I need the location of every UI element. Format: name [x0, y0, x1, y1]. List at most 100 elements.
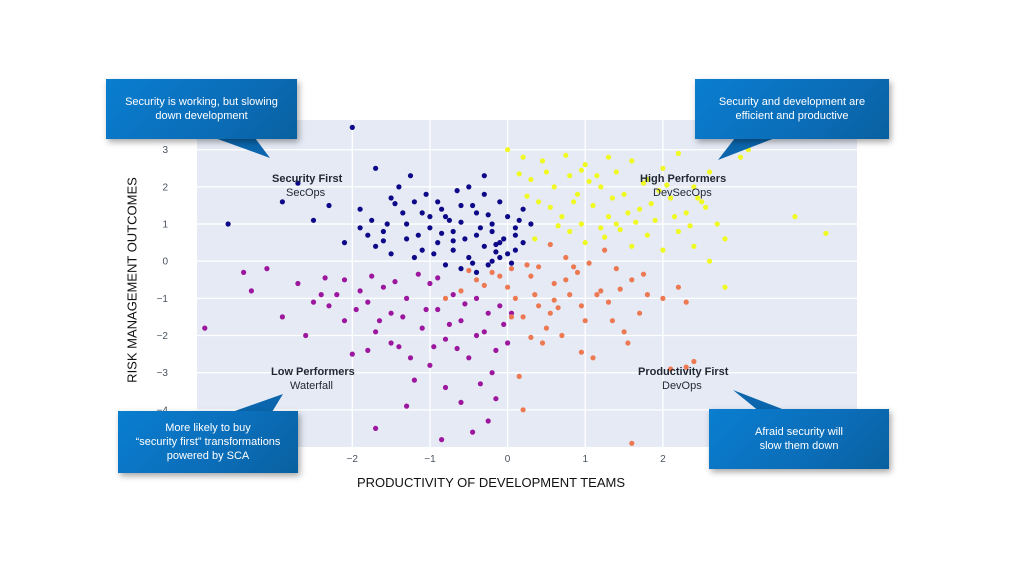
data-point — [571, 199, 577, 205]
data-point — [625, 340, 631, 346]
callout-top-right: Security and development are efficient a… — [695, 79, 889, 139]
data-point — [466, 267, 472, 274]
data-point — [489, 221, 495, 227]
data-point — [567, 228, 573, 235]
data-point — [644, 232, 651, 238]
data-point — [505, 251, 511, 257]
data-point — [683, 364, 689, 370]
data-point — [644, 292, 651, 298]
data-point — [380, 228, 386, 235]
data-point — [559, 214, 565, 220]
data-point — [594, 292, 600, 298]
data-point — [407, 355, 414, 361]
y-tick-label: 1 — [162, 220, 168, 231]
data-point — [660, 247, 666, 253]
callout-bottom-left-line-2: “security first” transformations — [135, 436, 281, 448]
data-point — [373, 425, 379, 431]
quadrant-subtitle-waterfall: Waterfall — [290, 380, 333, 392]
data-point — [547, 204, 553, 210]
data-point — [532, 236, 538, 242]
data-point — [536, 199, 542, 205]
data-point — [473, 210, 480, 216]
data-point — [528, 273, 534, 279]
data-point — [481, 173, 487, 179]
data-point — [823, 230, 829, 236]
data-point — [427, 214, 433, 220]
data-point — [644, 176, 651, 183]
data-point — [446, 217, 452, 223]
grid — [197, 120, 857, 447]
data-point — [671, 214, 678, 220]
data-point — [613, 266, 619, 272]
data-point — [326, 202, 332, 209]
data-point — [400, 210, 406, 216]
data-point — [341, 318, 348, 324]
data-point — [520, 407, 526, 413]
data-point — [508, 260, 515, 266]
data-point — [365, 232, 371, 238]
x-tick-label: 2 — [660, 454, 666, 465]
data-point — [454, 188, 460, 194]
data-point — [341, 277, 348, 283]
data-point — [633, 219, 639, 225]
data-point — [466, 355, 472, 361]
data-point — [439, 206, 445, 212]
quadrant-title-security-first: Security First — [272, 173, 343, 185]
data-point — [369, 273, 375, 279]
data-point — [617, 227, 623, 233]
data-point — [442, 262, 449, 268]
data-point — [745, 147, 751, 153]
data-point — [691, 243, 697, 249]
data-point — [458, 266, 464, 272]
quadrant-title-productivity-first: Productivity First — [638, 366, 729, 378]
data-point — [516, 217, 522, 223]
data-point — [419, 210, 425, 216]
data-point — [458, 288, 464, 294]
data-point — [466, 254, 472, 261]
data-point — [419, 325, 425, 331]
axis-ticks: −2 −1 0 1 2 3 2 1 0 −1 −2 −3 −4 — [157, 145, 667, 465]
data-point — [505, 214, 511, 220]
data-point — [664, 182, 670, 188]
data-point — [396, 184, 402, 190]
data-point — [365, 299, 371, 305]
data-point — [528, 176, 534, 183]
data-point — [505, 284, 511, 290]
data-point — [473, 277, 480, 283]
data-point — [699, 199, 705, 205]
callout-top-left-line-1: Security is working, but slowing — [125, 96, 278, 108]
data-point — [656, 188, 662, 194]
data-point — [462, 301, 468, 307]
data-point — [512, 247, 519, 253]
quadrant-title-high-performers: High Performers — [640, 173, 727, 185]
data-point — [675, 150, 682, 156]
data-point — [404, 403, 410, 409]
data-point — [473, 332, 480, 339]
data-point — [571, 264, 577, 270]
data-point — [539, 340, 546, 346]
data-point — [322, 275, 328, 281]
data-point — [411, 254, 417, 261]
data-point — [578, 349, 585, 355]
data-point — [602, 234, 608, 240]
data-point — [450, 228, 456, 235]
callout-top-right-line-1: Security and development are — [718, 96, 866, 108]
data-point — [582, 318, 588, 324]
data-point — [539, 158, 546, 164]
data-point — [466, 184, 472, 190]
callout-bottom-left: More likely to buy “security first” tran… — [118, 411, 298, 473]
data-point — [621, 191, 627, 197]
data-point — [605, 299, 612, 305]
callout-top-left-line-2: down development — [155, 110, 248, 122]
data-point — [431, 251, 437, 257]
data-point — [497, 199, 503, 205]
data-point — [660, 295, 666, 301]
data-point — [567, 292, 573, 298]
data-point — [473, 295, 480, 301]
data-point — [497, 273, 503, 279]
data-point — [470, 429, 476, 435]
data-point — [737, 154, 744, 160]
data-point — [435, 306, 441, 313]
data-point — [450, 238, 456, 244]
data-point — [637, 310, 643, 316]
